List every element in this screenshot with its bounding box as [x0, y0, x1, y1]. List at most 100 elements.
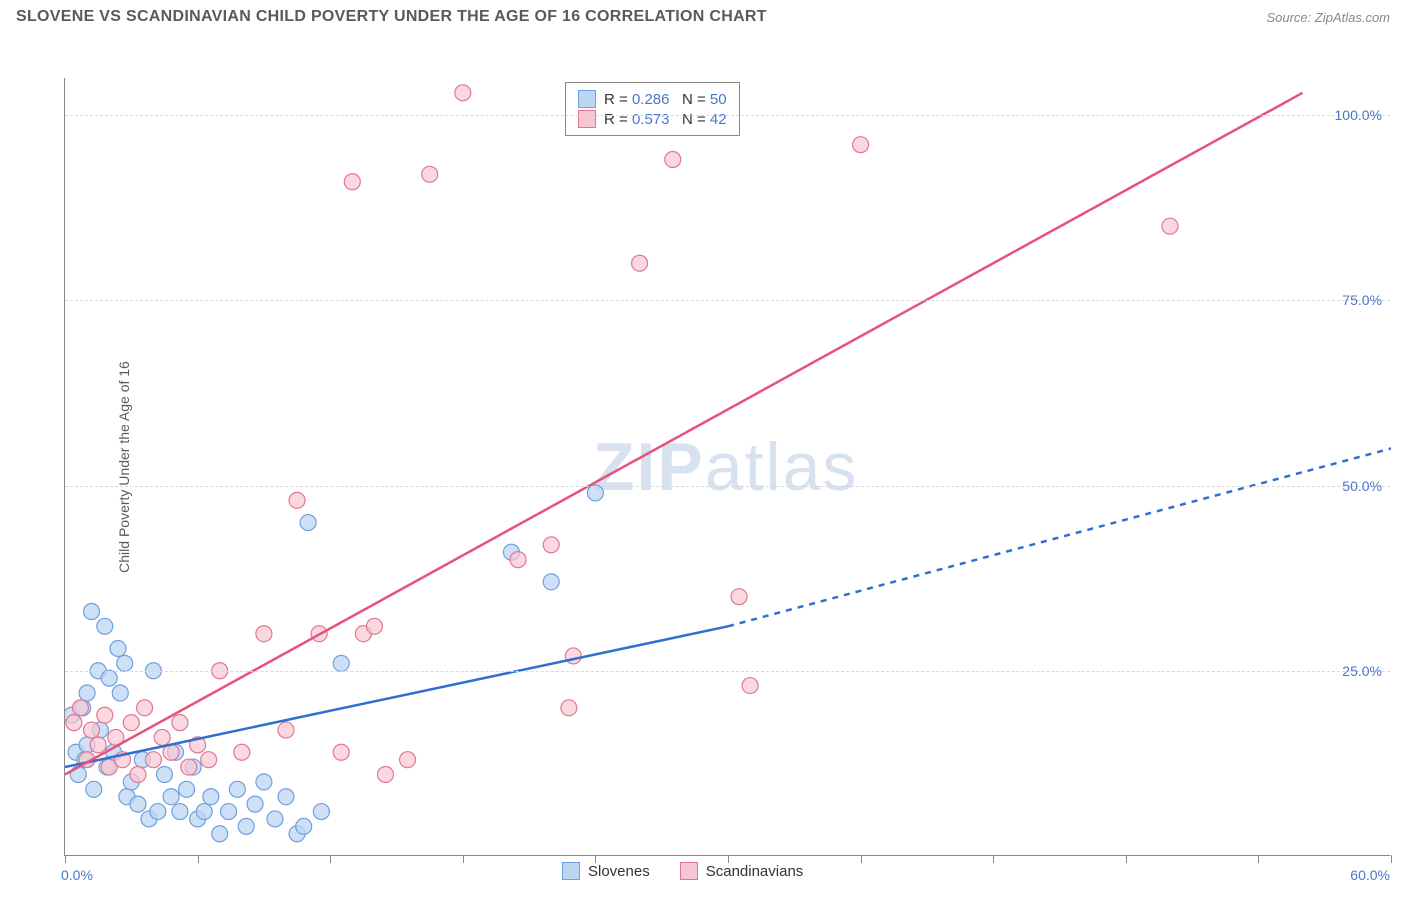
gridline	[65, 486, 1390, 487]
data-point	[256, 774, 272, 790]
corr-swatch	[578, 110, 596, 128]
x-tick	[861, 855, 862, 863]
data-point	[238, 818, 254, 834]
corr-text: R = 0.573 N = 42	[604, 111, 727, 128]
legend-label-slovenes: Slovenes	[588, 863, 650, 880]
data-point	[455, 85, 471, 101]
data-point	[97, 618, 113, 634]
data-point	[632, 255, 648, 271]
data-point	[587, 485, 603, 501]
data-point	[278, 722, 294, 738]
data-point	[300, 515, 316, 531]
legend-swatch-slovenes	[562, 862, 580, 880]
gridline	[65, 300, 1390, 301]
data-point	[731, 589, 747, 605]
data-point	[72, 700, 88, 716]
data-point	[196, 804, 212, 820]
data-point	[422, 166, 438, 182]
x-tick	[198, 855, 199, 863]
data-point	[172, 715, 188, 731]
correlation-legend: R = 0.286 N = 50 R = 0.573 N = 42	[565, 82, 740, 136]
corr-swatch	[578, 90, 596, 108]
data-point	[145, 752, 161, 768]
data-point	[112, 685, 128, 701]
data-point	[163, 789, 179, 805]
data-point	[79, 685, 95, 701]
data-point	[267, 811, 283, 827]
data-point	[333, 655, 349, 671]
data-point	[313, 804, 329, 820]
y-tick-label: 50.0%	[1342, 478, 1382, 494]
data-point	[333, 744, 349, 760]
data-point	[1162, 218, 1178, 234]
y-tick-label: 100.0%	[1335, 107, 1382, 123]
data-point	[366, 618, 382, 634]
data-point	[84, 603, 100, 619]
data-point	[172, 804, 188, 820]
data-point	[181, 759, 197, 775]
data-point	[201, 752, 217, 768]
data-point	[179, 781, 195, 797]
trend-line	[65, 93, 1303, 775]
data-point	[742, 678, 758, 694]
data-point	[90, 737, 106, 753]
data-point	[278, 789, 294, 805]
x-tick	[1258, 855, 1259, 863]
plot-svg	[65, 78, 1391, 856]
corr-text: R = 0.286 N = 50	[604, 91, 727, 108]
data-point	[97, 707, 113, 723]
data-point	[510, 552, 526, 568]
corr-row: R = 0.573 N = 42	[578, 110, 727, 128]
data-point	[137, 700, 153, 716]
data-point	[130, 766, 146, 782]
data-point	[86, 781, 102, 797]
legend-item-scandinavians: Scandinavians	[680, 862, 804, 880]
data-point	[543, 537, 559, 553]
x-tick	[1391, 855, 1392, 863]
data-point	[853, 137, 869, 153]
legend-swatch-scandinavians	[680, 862, 698, 880]
data-point	[156, 766, 172, 782]
source-label: Source: ZipAtlas.com	[1266, 10, 1390, 25]
gridline	[65, 671, 1390, 672]
data-point	[154, 729, 170, 745]
plot-area: ZIPatlas R = 0.286 N = 50R = 0.573 N = 4…	[64, 78, 1390, 856]
data-point	[130, 796, 146, 812]
chart-area: Child Poverty Under the Age of 16 ZIPatl…	[16, 34, 1390, 916]
data-point	[247, 796, 263, 812]
data-point	[377, 766, 393, 782]
chart-title: SLOVENE VS SCANDINAVIAN CHILD POVERTY UN…	[16, 8, 767, 26]
legend-item-slovenes: Slovenes	[562, 862, 650, 880]
data-point	[110, 641, 126, 657]
data-point	[296, 818, 312, 834]
x-tick-label: 60.0%	[1350, 867, 1390, 883]
data-point	[234, 744, 250, 760]
x-tick-label: 0.0%	[61, 867, 93, 883]
y-tick-label: 75.0%	[1342, 292, 1382, 308]
gridline	[65, 115, 1390, 116]
data-point	[117, 655, 133, 671]
data-point	[344, 174, 360, 190]
data-point	[289, 492, 305, 508]
data-point	[229, 781, 245, 797]
trend-line	[65, 626, 728, 767]
series-legend: Slovenes Scandinavians	[562, 862, 803, 880]
data-point	[84, 722, 100, 738]
chart-header: SLOVENE VS SCANDINAVIAN CHILD POVERTY UN…	[0, 0, 1406, 30]
data-point	[665, 152, 681, 168]
y-tick-label: 25.0%	[1342, 663, 1382, 679]
data-point	[150, 804, 166, 820]
data-point	[203, 789, 219, 805]
x-tick	[463, 855, 464, 863]
data-point	[212, 826, 228, 842]
data-point	[101, 670, 117, 686]
data-point	[400, 752, 416, 768]
data-point	[543, 574, 559, 590]
data-point	[256, 626, 272, 642]
trend-line-ext	[728, 448, 1391, 626]
legend-label-scandinavians: Scandinavians	[706, 863, 804, 880]
x-tick	[1126, 855, 1127, 863]
x-tick	[993, 855, 994, 863]
data-point	[221, 804, 237, 820]
x-tick	[330, 855, 331, 863]
